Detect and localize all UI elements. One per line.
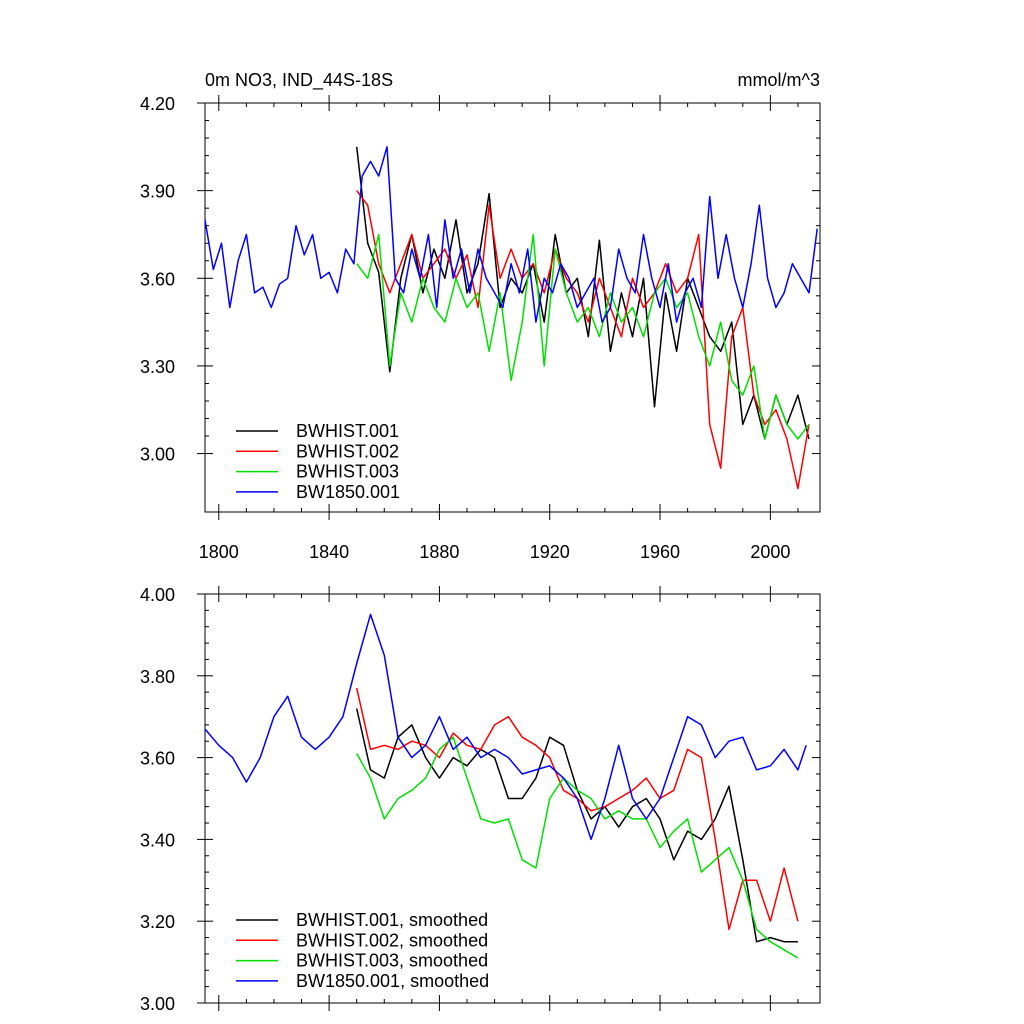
y-tick-label-top: 4.20 [140,94,175,114]
legend-label: BWHIST.003 [296,462,399,482]
series-line-bw1850-001-top [204,146,818,323]
legend-label: BWHIST.001, smoothed [296,910,488,930]
axes-top: 3.00 3.30 3.60 3.90 4.20 1800 1840 1880 1920 1960… [140,94,820,562]
y-tick-label-top: 3.90 [140,182,175,202]
y-tick-label-top: 3.60 [140,269,175,289]
units-label: mmol/m^3 [738,70,820,90]
legend-label: BWHIST.002, smoothed [296,930,488,950]
x-tick-label: 1920 [530,542,570,562]
panel-top: 0m NO3, IND_44S-18S mmol/m^3 3.00 3.30 3.6… [140,70,821,562]
x-tick-label: 1960 [640,542,680,562]
plot-frame-bottom [204,593,821,1004]
series-line-bwhist-002-top [356,190,810,490]
x-tick-label: 1840 [309,542,349,562]
series-line-bwhist-003-top [356,233,810,440]
legend-label: BW1850.001 [296,482,400,502]
series-line-bwhist-001-top [355,146,810,440]
plot-frame-top [204,102,821,513]
x-tick-label: 2000 [750,542,790,562]
y-tick-label-top: 3.30 [140,357,175,377]
y-tick-label-bottom: 3.40 [140,830,175,850]
y-tick-label-bottom: 3.20 [140,912,175,932]
legend-label: BWHIST.002 [296,441,399,461]
y-tick-label-bottom: 3.00 [140,994,175,1014]
y-tick-label-top: 3.00 [140,445,175,465]
axes-bottom: 3.00 3.20 3.40 3.60 3.80 4.00 [140,585,820,1014]
series-line-bwhist-002-bottom [355,687,799,931]
x-tick-label: 1880 [419,542,459,562]
y-tick-label-bottom: 3.60 [140,749,175,769]
y-tick-label-bottom: 3.80 [140,667,175,687]
series-line-bwhist-003-bottom [356,736,799,959]
x-tick-label: 1800 [199,542,239,562]
chart-title: 0m NO3, IND_44S-18S [205,70,393,91]
series-group-top [204,146,818,490]
series-line-bwhist-001-bottom [355,708,798,943]
legend-label: BWHIST.003, smoothed [296,951,488,971]
panel-bottom: 3.00 3.20 3.40 3.60 3.80 4.00 BWHIST.001, smo… [140,585,821,1014]
legend-label: BWHIST.001 [296,421,399,441]
series-line-bw1850-001-bottom [204,613,807,841]
y-tick-label-bottom: 4.00 [140,585,175,605]
series-group-bottom [204,613,807,959]
legend-label: BW1850.001, smoothed [296,971,489,991]
